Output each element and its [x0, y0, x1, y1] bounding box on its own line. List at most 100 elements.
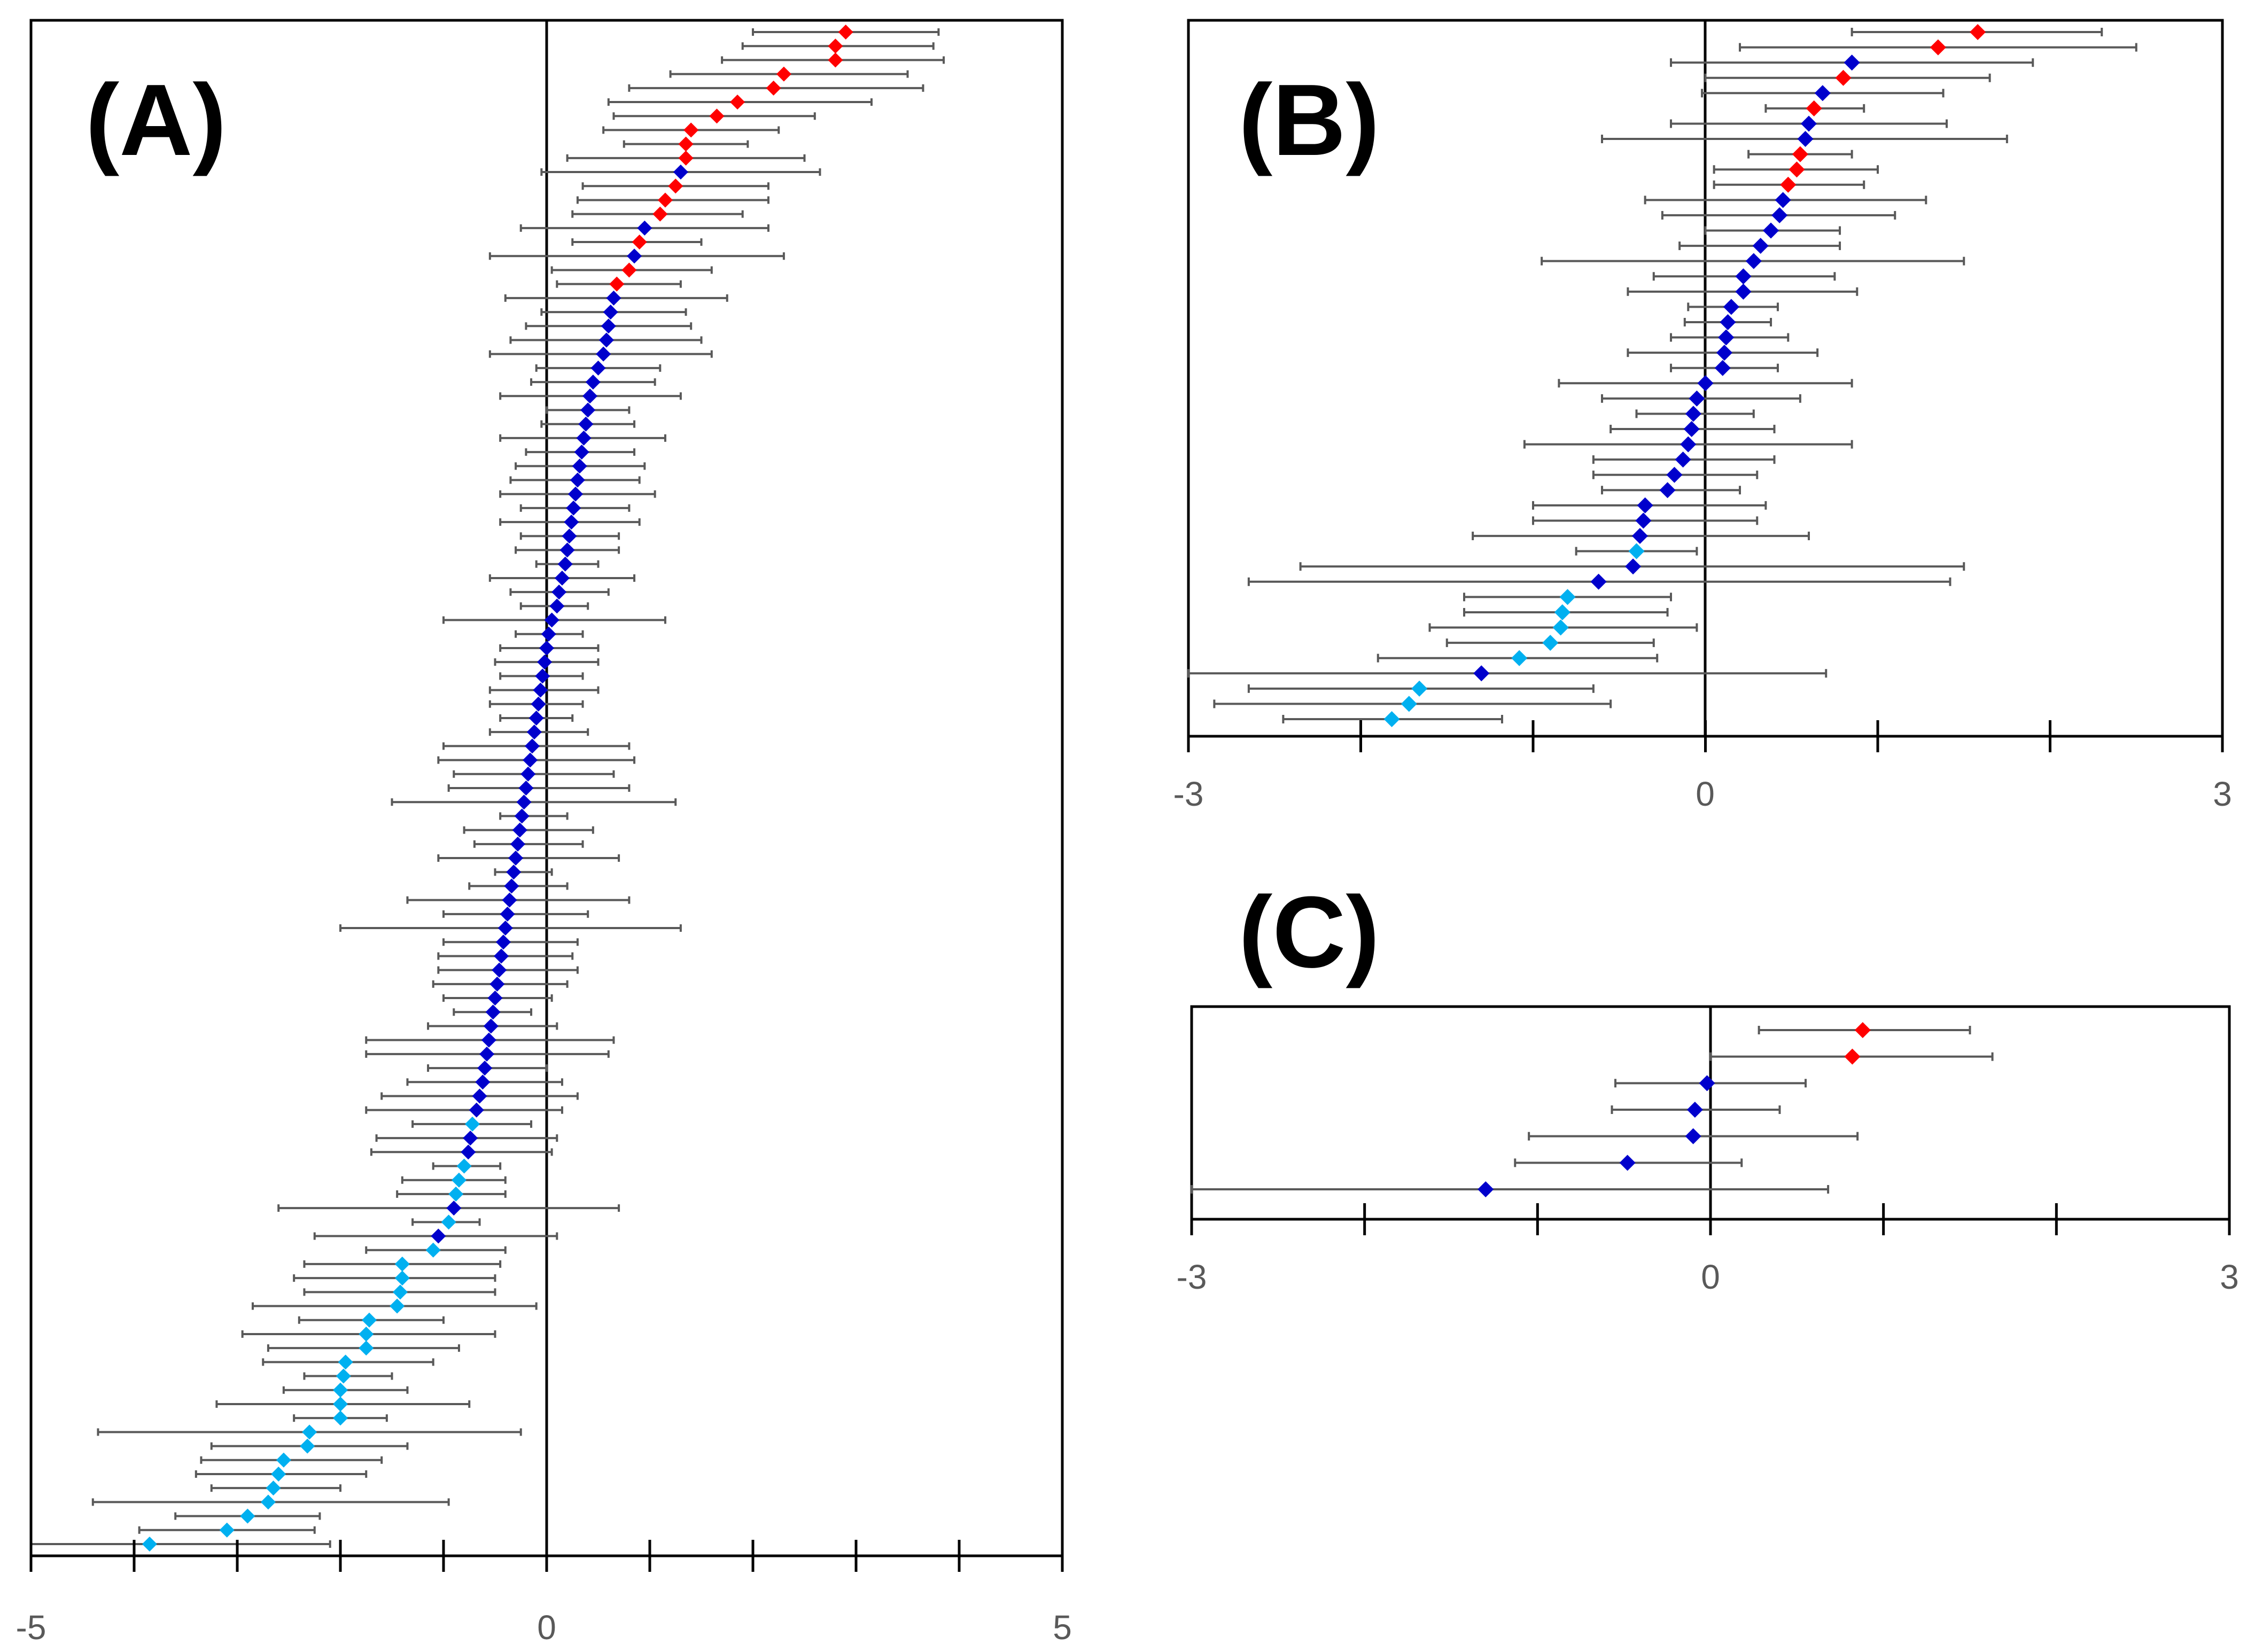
panel-a-point-35 [566, 500, 581, 516]
panel-a-point-4 [776, 66, 791, 82]
panel-a-estimate-74 [365, 1046, 610, 1062]
panel-a-estimate-43 [442, 612, 666, 628]
panel-a-estimate-42 [519, 598, 589, 614]
panel-a-estimate-69 [432, 976, 569, 992]
panel-a-estimate-32 [515, 458, 646, 474]
panel-a-point-24 [596, 346, 611, 362]
panel-a-point-42 [549, 598, 565, 614]
panel-a-estimate-103 [200, 1452, 383, 1468]
panel-b-point-32 [1637, 497, 1653, 513]
panel-b-estimate-6 [1764, 100, 1865, 116]
panel-b-estimate-19 [1687, 299, 1779, 315]
panel-a: (A) -5 0 5 [16, 19, 1072, 1647]
panel-a-x-axis [29, 1540, 1064, 1572]
panel-a-estimate-52 [442, 738, 631, 754]
panel-a-point-8 [683, 122, 699, 138]
panel-a-estimate-48 [488, 682, 600, 698]
panel-c-point-5 [1685, 1128, 1701, 1144]
panel-a-point-15 [637, 220, 652, 236]
panel-a-point-81 [461, 1144, 476, 1160]
panel-b-estimate-18 [1627, 283, 1859, 300]
panel-a-point-46 [537, 654, 553, 670]
panel-a-point-33 [570, 472, 585, 488]
panel-b-estimate-44 [1247, 680, 1595, 697]
panel-b-point-36 [1625, 558, 1642, 575]
panel-a-estimate-45 [499, 640, 600, 656]
panel-b-point-9 [1792, 146, 1808, 162]
panel-b-estimate-38 [1463, 589, 1672, 605]
panel-c: (C) -3 0 3 [1177, 876, 2239, 1296]
panel-b-tick-label-max: 3 [2213, 775, 2232, 813]
panel-a-estimate-108 [138, 1522, 316, 1538]
panel-a-estimate-53 [437, 752, 636, 768]
panel-b-point-24 [1697, 375, 1714, 392]
panel-a-estimate-27 [499, 388, 682, 404]
panel-b-tick-label-zero: 0 [1696, 775, 1715, 813]
panel-a-point-30 [576, 430, 592, 446]
panel-b-estimate-43 [1187, 665, 1828, 682]
panel-a-point-90 [394, 1271, 410, 1286]
panel-a-point-77 [472, 1088, 487, 1104]
panel-a-point-107 [240, 1508, 255, 1524]
panel-a-point-88 [425, 1242, 441, 1258]
panel-a-point-95 [359, 1341, 374, 1356]
panel-a-point-9 [678, 136, 694, 152]
panel-b-estimate-15 [1678, 238, 1841, 254]
panel-a-tick-label-zero: 0 [537, 1608, 556, 1647]
panel-b-estimate-27 [1610, 421, 1776, 438]
panel-b-point-40 [1552, 619, 1569, 636]
panel-a-estimate-102 [210, 1438, 409, 1454]
panel-c-estimate-4 [1611, 1102, 1781, 1118]
panel-a-point-54 [520, 766, 536, 782]
panel-b-point-6 [1806, 100, 1822, 116]
panel-a-point-79 [465, 1116, 480, 1132]
panel-a-estimate-9 [623, 136, 749, 152]
panel-b-estimate-40 [1428, 619, 1698, 636]
panel-b-estimate-28 [1523, 436, 1853, 453]
panel-b-estimate-42 [1377, 650, 1659, 666]
panel-a-estimate-91 [303, 1284, 496, 1300]
panel-b-point-2 [1930, 39, 1946, 56]
panel-a-point-63 [502, 892, 517, 908]
panel-b-estimate-39 [1463, 604, 1669, 620]
panel-a-estimate-77 [380, 1088, 579, 1104]
panel-b-estimate-33 [1532, 512, 1759, 529]
panel-b-point-1 [1970, 24, 1986, 40]
panel-a-point-102 [300, 1438, 315, 1454]
panel-a-point-94 [359, 1326, 374, 1342]
panel-a-estimate-84 [396, 1186, 507, 1202]
panel-a-point-70 [487, 991, 503, 1006]
panel-b-estimate-20 [1683, 314, 1772, 330]
panel-a-point-86 [441, 1214, 456, 1230]
panel-a-point-49 [531, 696, 546, 712]
panel-b-point-4 [1835, 69, 1852, 86]
panel-a-estimate-96 [262, 1354, 434, 1370]
panel-b-point-35 [1628, 543, 1645, 559]
panel-a-estimate-7 [612, 108, 816, 124]
panel-a-estimate-100 [293, 1411, 388, 1426]
panel-b-estimate-31 [1601, 482, 1741, 498]
panel-b-estimate-30 [1592, 466, 1759, 483]
panel-b-estimate-37 [1247, 573, 1951, 590]
panel-a-estimate-39 [535, 556, 600, 572]
panel-a-estimate-78 [365, 1102, 563, 1118]
panel-c-estimate-3 [1614, 1075, 1807, 1092]
panel-a-point-2 [828, 38, 843, 54]
panel-a-label: (A) [85, 64, 227, 177]
panel-b-estimate-32 [1532, 497, 1767, 513]
panel-b-point-28 [1680, 436, 1697, 453]
panel-a-tick-label-min: -5 [16, 1608, 46, 1647]
panel-a-point-84 [448, 1186, 464, 1202]
panel-a-point-104 [271, 1466, 286, 1482]
panel-c-point-2 [1844, 1048, 1861, 1065]
panel-a-estimate-47 [499, 668, 584, 684]
panel-a-point-106 [260, 1494, 276, 1510]
panel-c-estimate-6 [1514, 1155, 1743, 1171]
panel-a-point-19 [609, 276, 625, 292]
panel-a-estimate-31 [525, 445, 636, 460]
panel-c-point-1 [1854, 1022, 1871, 1038]
panel-a-estimate-62 [468, 878, 569, 894]
panel-a-point-7 [709, 108, 725, 124]
panel-b-estimate-24 [1558, 375, 1853, 392]
panel-a-estimate-44 [515, 626, 584, 642]
